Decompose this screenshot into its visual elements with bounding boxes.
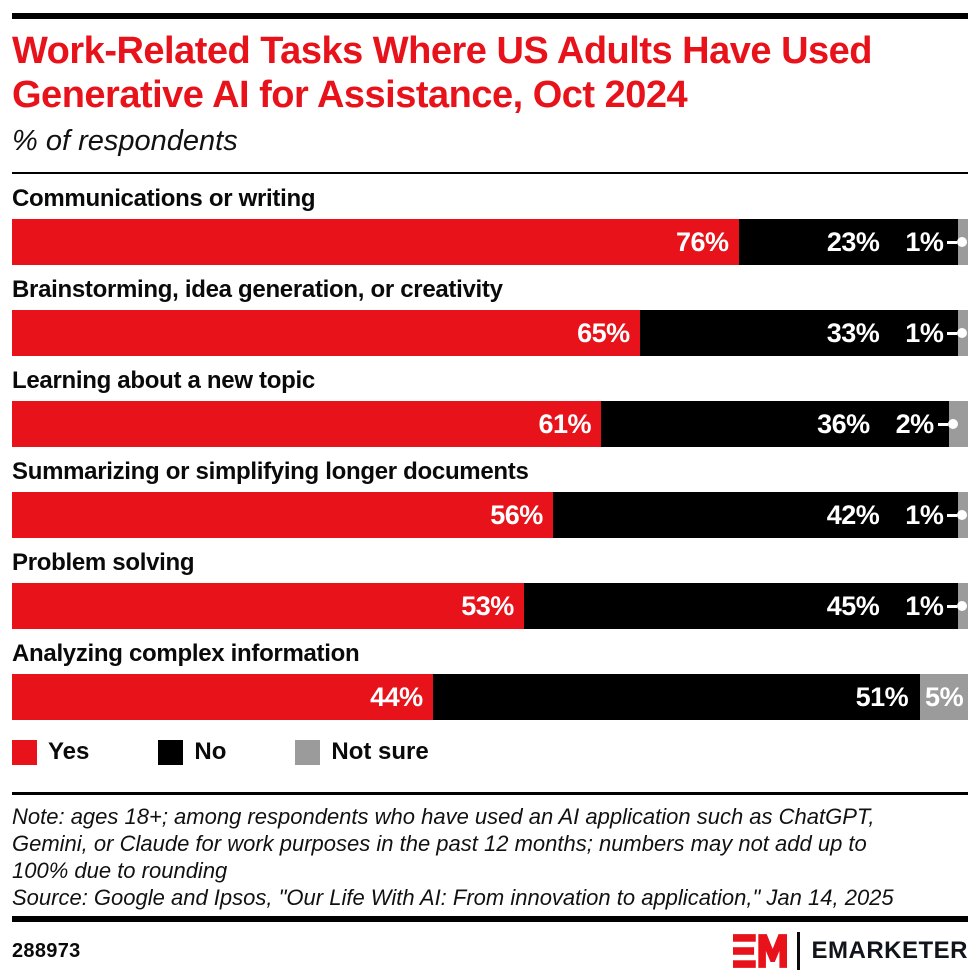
bar-label: Summarizing or simplifying longer docume…	[12, 458, 529, 486]
bar-label: Analyzing complex information	[12, 640, 360, 668]
top-divider-bar	[12, 13, 968, 19]
stacked-bar: 53% 45% 1%	[12, 583, 968, 630]
bar-row: Analyzing complex information 44% 51% 5%	[12, 640, 968, 721]
no-value-label: 23%	[826, 226, 880, 257]
stacked-bar: 44% 51% 5%	[12, 674, 968, 721]
stacked-bar: 65% 33% 1%	[12, 310, 968, 357]
bar-row: Brainstorming, idea generation, or creat…	[12, 276, 968, 357]
note-line-3: 100% due to rounding	[12, 858, 228, 884]
segment-yes: 56%	[12, 492, 553, 539]
legend-item-yes: Yes	[12, 738, 89, 766]
callout-line	[937, 422, 948, 426]
note-line-2: Gemini, or Claude for work purposes in t…	[12, 831, 867, 857]
legend-item-no: No	[158, 738, 226, 766]
legend: Yes No Not sure	[12, 738, 968, 766]
stacked-bar: 56% 42% 1%	[12, 492, 968, 539]
legend-swatch-not-sure	[295, 739, 321, 765]
segment-no: 42% 1%	[552, 492, 968, 539]
segment-no: 45% 1%	[523, 583, 968, 630]
footnote: Note: ages 18+; among respondents who ha…	[12, 803, 968, 911]
notsure-value-label: 1%	[905, 590, 944, 621]
segment-yes: 44%	[12, 674, 433, 721]
chart-id: 288973	[12, 939, 81, 962]
page-title-line-2: Generative AI for Assistance, Oct 2024	[12, 74, 688, 117]
footnote-rule	[12, 792, 968, 796]
segment-yes: 61%	[12, 401, 602, 448]
yes-value-label: 76%	[676, 226, 729, 257]
notsure-value-label: 1%	[905, 226, 944, 257]
segment-no: 33% 1%	[639, 310, 968, 357]
segment-yes: 53%	[12, 583, 524, 630]
emarketer-logo-mark-icon	[733, 934, 788, 969]
brand-name: EMARKETER	[811, 937, 968, 965]
bar-label: Brainstorming, idea generation, or creat…	[12, 276, 503, 304]
legend-swatch-no	[158, 739, 184, 765]
callout-line	[947, 604, 958, 608]
no-value-label: 33%	[826, 317, 880, 348]
yes-value-label: 53%	[461, 590, 514, 621]
logo-divider	[797, 932, 801, 971]
legend-swatch-yes	[12, 739, 37, 765]
segment-no: 51%	[432, 674, 921, 721]
yes-value-label: 56%	[490, 499, 543, 530]
stacked-bar: 61% 36% 2%	[12, 401, 968, 448]
chart-card: Work-Related Tasks Where US Adults Have …	[0, 13, 980, 971]
callout-dot	[947, 419, 958, 430]
callout-line	[947, 513, 958, 517]
yes-value-label: 65%	[577, 317, 630, 348]
callout-line	[947, 331, 958, 335]
no-value-label: 42%	[826, 499, 880, 530]
legend-label-yes: Yes	[48, 738, 90, 766]
legend-item-not-sure: Not sure	[295, 738, 429, 766]
bar-row: Learning about a new topic 61% 36% 2%	[12, 367, 968, 448]
stacked-bar: 76% 23% 1%	[12, 219, 968, 266]
callout-line	[947, 240, 958, 244]
bar-row: Summarizing or simplifying longer docume…	[12, 458, 968, 539]
yes-value-label: 44%	[370, 681, 423, 712]
notsure-value-label: 2%	[895, 408, 935, 439]
notsure-value-label: 1%	[905, 317, 944, 348]
bar-label: Learning about a new topic	[12, 367, 315, 395]
emarketer-logo: EMARKETER	[733, 931, 968, 971]
page-subtitle: % of respondents	[12, 125, 238, 158]
bar-label: Communications or writing	[12, 185, 316, 213]
no-value-label: 36%	[817, 408, 870, 439]
segment-no: 23% 1%	[738, 219, 968, 266]
page-title: Work-Related Tasks Where US Adults Have …	[12, 29, 968, 117]
callout-dot	[957, 601, 968, 612]
legend-label-no: No	[194, 738, 227, 766]
segment-not-sure	[948, 401, 968, 448]
callout-dot	[957, 510, 968, 521]
callout-dot	[957, 237, 968, 248]
segment-no: 36% 2%	[601, 401, 958, 448]
no-value-label: 51%	[855, 681, 909, 712]
bar-row: Communications or writing 76% 23% 1%	[12, 185, 968, 266]
callout-dot	[957, 328, 968, 339]
footer: 288973 EMARKETER	[12, 931, 968, 971]
no-value-label: 45%	[826, 590, 880, 621]
bottom-divider-bar	[12, 916, 968, 923]
legend-label-not-sure: Not sure	[331, 738, 429, 766]
note-line-1: Note: ages 18+; among respondents who ha…	[12, 804, 875, 830]
yes-value-label: 61%	[538, 408, 592, 439]
bar-label: Problem solving	[12, 549, 195, 577]
segment-yes: 65%	[12, 310, 640, 357]
header-rule	[12, 172, 968, 175]
segment-not-sure: 5%	[920, 674, 968, 721]
notsure-value-label: 1%	[905, 499, 944, 530]
page-title-line-1: Work-Related Tasks Where US Adults Have …	[12, 30, 873, 72]
bar-row: Problem solving 53% 45% 1%	[12, 549, 968, 630]
source-line: Source: Google and Ipsos, "Our Life With…	[12, 885, 894, 911]
notsure-value-label: 5%	[925, 681, 964, 712]
chart-rows: Communications or writing 76% 23% 1% Brainst…	[12, 185, 968, 721]
segment-yes: 76%	[12, 219, 739, 266]
